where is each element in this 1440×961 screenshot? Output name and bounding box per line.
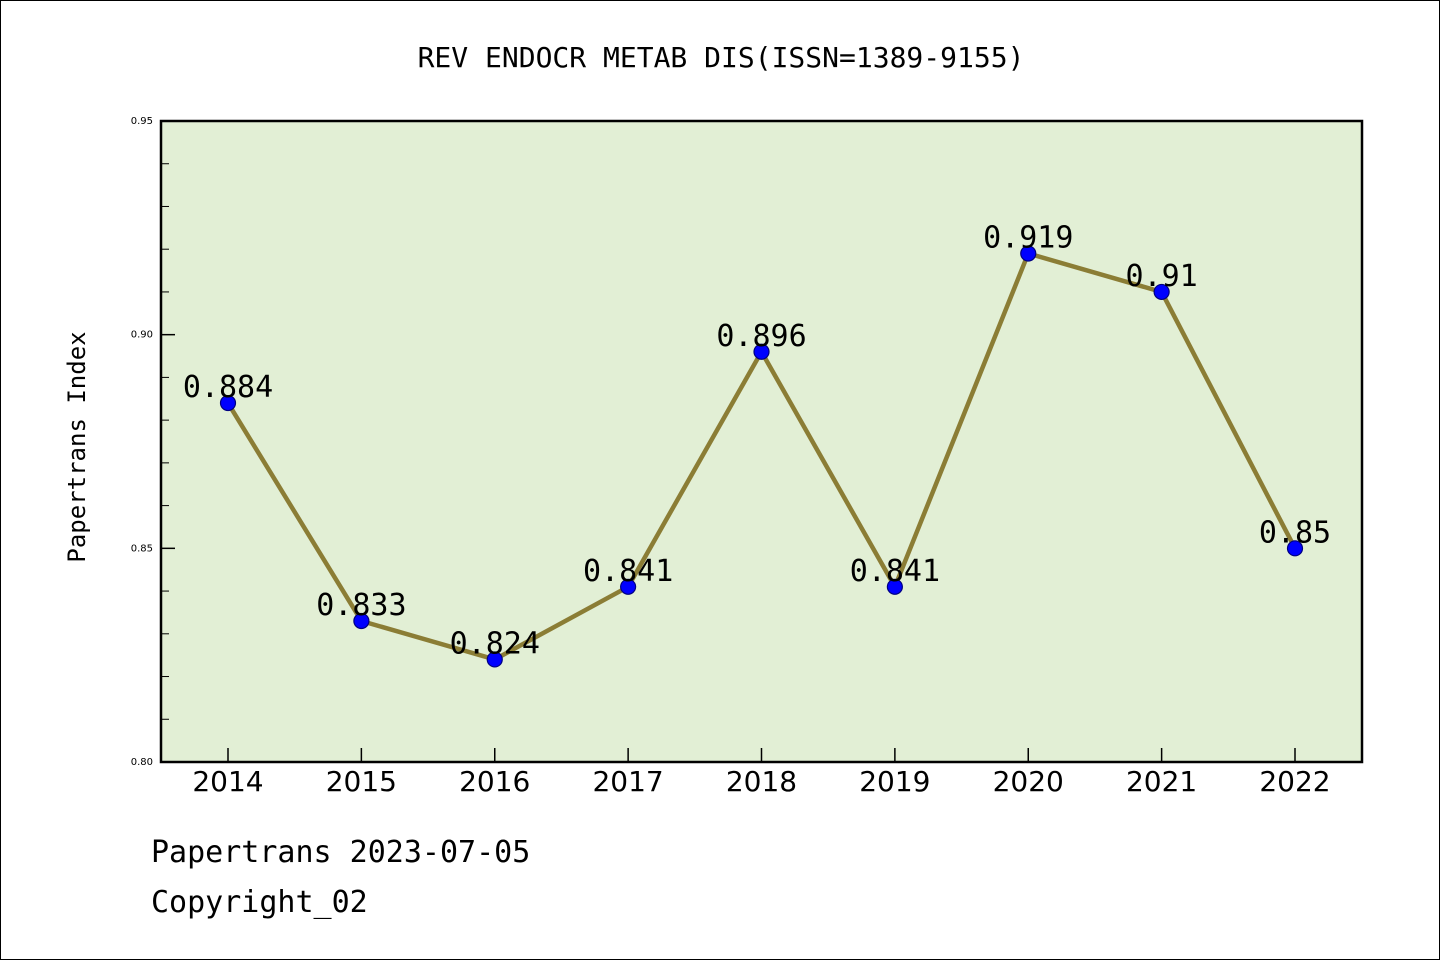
data-label: 0.833 [316, 588, 406, 623]
plot-area [159, 119, 1364, 764]
data-point [1286, 540, 1304, 557]
x-tick-label: 2015 [326, 765, 397, 798]
data-point [620, 578, 637, 595]
x-tick-label: 2022 [1259, 765, 1330, 798]
y-tick-label: 0.95 [131, 116, 153, 127]
data-label: 0.884 [183, 370, 273, 405]
data-point [886, 578, 903, 595]
y-tick-label: 0.80 [131, 757, 153, 768]
data-label: 0.824 [450, 626, 540, 661]
data-label: 0.841 [850, 554, 940, 589]
x-tick-label: 2018 [726, 765, 797, 798]
data-point [486, 651, 503, 668]
data-point [1153, 283, 1170, 301]
y-axis-label: Papertrans Index [63, 331, 91, 562]
data-point [1020, 245, 1037, 262]
footer-date: Papertrans 2023-07-05 [151, 835, 531, 870]
x-tick-label: 2019 [859, 765, 930, 798]
y-tick-label: 0.85 [131, 543, 153, 554]
y-tick-label: 0.90 [131, 330, 153, 341]
chart-title: REV ENDOCR METAB DIS(ISSN=1389-9155) [418, 41, 1025, 74]
data-point [219, 394, 237, 412]
data-point [353, 612, 370, 630]
data-label: 0.91 [1126, 259, 1198, 294]
x-axis: 2014 2015 2016 2017 2018 2019 2020 2021 2022 [192, 748, 1331, 798]
data-label: 0.85 [1259, 515, 1331, 550]
data-label: 0.841 [583, 554, 673, 589]
footer-copyright: Copyright_02 [151, 885, 368, 920]
data-label: 0.919 [983, 220, 1073, 255]
y-axis: 0.80 0.85 0.90 0.95 [131, 116, 175, 768]
data-point [753, 343, 770, 360]
x-tick-label: 2014 [192, 765, 263, 798]
x-tick-label: 2017 [592, 765, 663, 798]
x-tick-label: 2020 [993, 765, 1064, 798]
x-tick-label: 2016 [459, 765, 530, 798]
data-series: 0.884 0.833 0.824 0.841 0.896 0.841 0.919 0.91 0… [183, 220, 1331, 668]
data-label: 0.896 [716, 319, 806, 354]
x-tick-label: 2021 [1126, 765, 1197, 798]
